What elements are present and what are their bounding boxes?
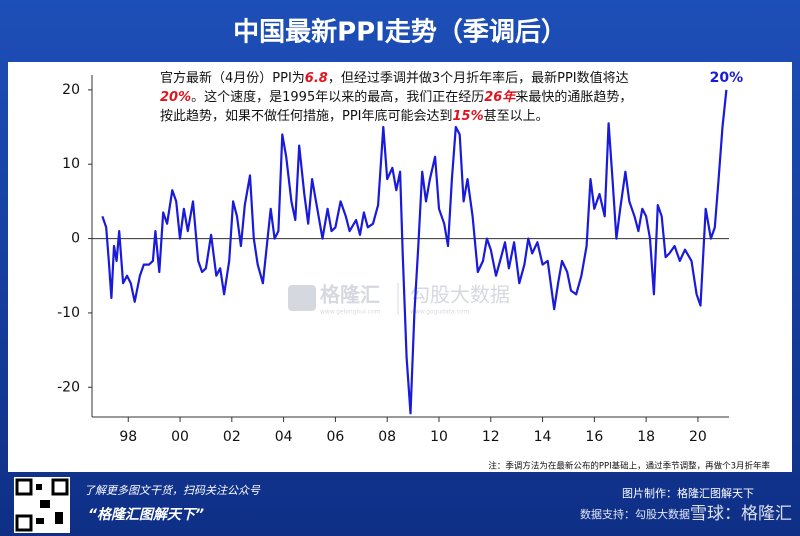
watermark-logo (288, 285, 316, 311)
watermark: 格隆汇 www.gelonghui.com 勾股大数据 www.gogudata… (288, 283, 510, 316)
qr-corner (51, 478, 69, 496)
x-tick-label: 04 (275, 429, 293, 445)
x-tick-label: 18 (637, 429, 655, 445)
annotation-highlight: 6.8 (305, 71, 328, 86)
footer-credit: 图片制作：格隆汇图解天下 (622, 486, 754, 500)
annotation-text: 。这个速度，是1995年以来的最高，我们正在经历 (191, 89, 484, 105)
y-tick-label: 10 (62, 156, 80, 172)
watermark-url: www.gelonghui.com (320, 309, 381, 316)
annotation-text: 甚至以上。 (484, 109, 549, 124)
x-tick-label: 02 (223, 429, 241, 445)
y-tick-label: 0 (71, 231, 80, 247)
qr-dot (36, 484, 42, 490)
annotation-text: 官方最新（4月份）PPI为 (160, 70, 305, 86)
qr-dot (40, 500, 50, 508)
chart-panel (8, 62, 792, 472)
y-tick-label: 20 (62, 82, 80, 98)
x-tick-label: 16 (585, 429, 603, 445)
footer-data-source: 数据支持：勾股大数据 (580, 507, 690, 521)
qr-corner (15, 514, 33, 532)
annotation-highlight: 15% (453, 109, 484, 124)
y-tick-label: -10 (57, 305, 80, 321)
x-tick-label: 98 (119, 429, 137, 445)
annotation-text: 来最快的通胀趋势， (515, 89, 632, 105)
annotation-text: 按此趋势，如果不做任何措施，PPI年底可能会达到 (160, 108, 453, 124)
annotation: 官方最新（4月份）PPI为6.8，但经过季调并做3个月折年率后，最新PPI数值将… (160, 70, 632, 124)
x-tick-label: 14 (534, 429, 552, 445)
footer-promo: 了解更多图文干货，扫码关注公众号 (84, 484, 261, 497)
x-tick-label: 20 (689, 429, 707, 445)
x-tick-label: 12 (482, 429, 500, 445)
annotation-highlight: 26年 (484, 89, 517, 105)
annotation-text: ，但经过季调并做3个月折年率后，最新PPI数值将达 (328, 70, 629, 86)
watermark-data-brand: 勾股大数据 (410, 283, 510, 307)
watermark-data-url: www.gogudata.com (410, 309, 470, 316)
y-tick-label: -20 (57, 379, 80, 395)
watermark-brand: 格隆汇 (320, 283, 380, 307)
qr-dot (36, 518, 44, 524)
x-tick-label: 06 (326, 429, 344, 445)
annotation-highlight: 20% (160, 90, 191, 105)
end-label: 20% (710, 70, 744, 86)
x-tick-label: 00 (171, 429, 189, 445)
note: 注：季调方法为在最新公布的PPI基础上，通过季节调整，再做个3月折年率 (488, 461, 770, 472)
footer-account: “格隆汇图解天下” (88, 506, 204, 523)
x-tick-label: 08 (378, 429, 396, 445)
footer-stamp: 雪球：格隆汇 (690, 504, 792, 524)
qr-corner (15, 478, 33, 496)
x-tick-label: 10 (430, 429, 448, 445)
qr-code (14, 477, 70, 533)
data-line (101, 89, 728, 415)
chart-title: 中国最新PPI走势（季调后） (233, 17, 567, 48)
qr-dot (55, 512, 63, 524)
